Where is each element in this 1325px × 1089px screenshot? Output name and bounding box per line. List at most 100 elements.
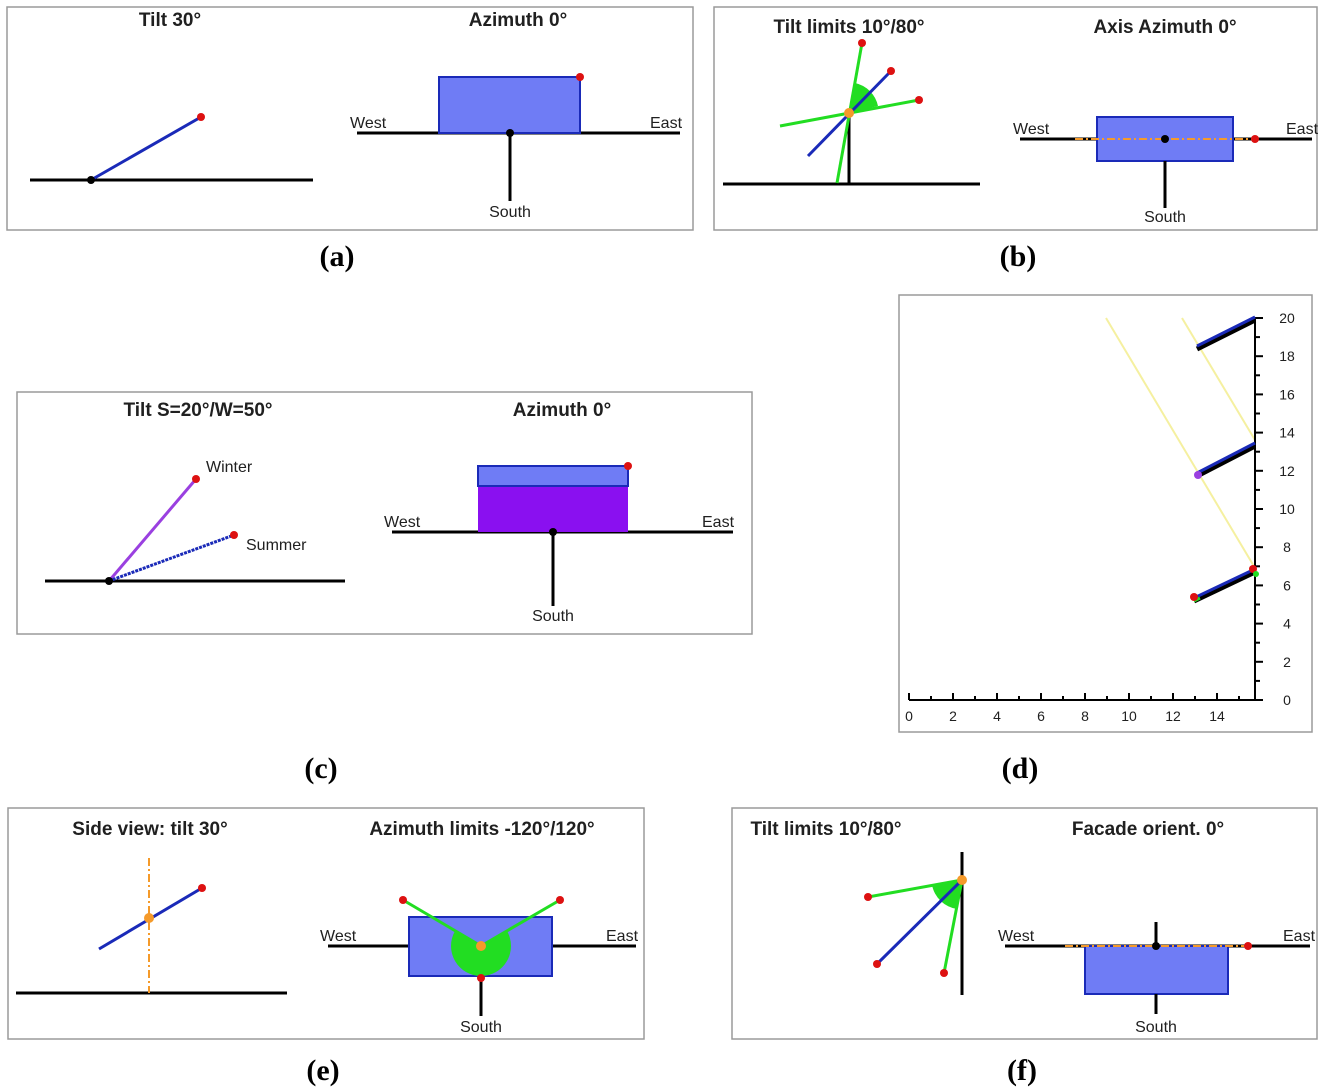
panel-d-collector-row-1 <box>1190 565 1259 604</box>
panel-b-caption: (b) <box>1000 240 1037 273</box>
panel-d-y-tick-label: 0 <box>1283 692 1291 708</box>
panel-d-y-tick-label: 4 <box>1283 616 1291 632</box>
panel-c-west-label: West <box>384 514 421 531</box>
panel-e-azimuth-range-wedge <box>451 931 512 976</box>
panel-e-caption: (e) <box>306 1054 339 1087</box>
panel-d-frame <box>898 294 1313 733</box>
panel-c-corner-handle[interactable] <box>624 462 632 470</box>
panel-e-side-title: Side view: tilt 30° <box>72 819 227 840</box>
panel-a-south-label: South <box>489 204 531 221</box>
panel-b-axis-handle[interactable] <box>1251 135 1259 143</box>
panel-d-collector-1-right-handle[interactable] <box>1249 565 1257 573</box>
panel-d-y-tick-label: 2 <box>1283 654 1291 670</box>
panel-d-collector-3-back <box>1195 317 1257 352</box>
panel-b-center-point <box>1161 135 1169 143</box>
panel-b-west-label: West <box>1013 121 1050 138</box>
panel-f-module-rect <box>1084 945 1229 995</box>
panel-d-x-tick-label: 14 <box>1209 708 1225 724</box>
panel-c-summer-label: Summer <box>246 537 307 554</box>
panel-f-limit-handle-80[interactable] <box>940 969 948 977</box>
panel-d-x-tick-label: 6 <box>1037 708 1045 724</box>
panel-b: Tilt limits 10°/80° Axis Azimuth 0° West… <box>713 6 1319 231</box>
panel-c-caption: (c) <box>304 752 337 785</box>
panel-f-limit-line-80 <box>942 879 964 974</box>
panel-c-pivot-point <box>105 577 113 585</box>
panel-f-frame <box>731 807 1318 1040</box>
panel-d-collector-1-front <box>1193 567 1256 600</box>
panel-e-east-limit-handle[interactable] <box>556 896 564 904</box>
panel-e: Side view: tilt 30° Azimuth limits -120°… <box>7 807 645 1040</box>
panel-e-limit-line-west <box>402 898 482 948</box>
panel-f-center-point <box>1152 942 1160 950</box>
panel-a-handle-point[interactable] <box>197 113 205 121</box>
panel-d-y-tick-label: 8 <box>1283 539 1291 555</box>
panel-d-y-tick-label: 12 <box>1279 463 1295 479</box>
panel-e-center-point <box>476 941 486 951</box>
panel-d-y-tick-label: 20 <box>1279 310 1295 326</box>
panel-c: Tilt S=20°/W=50° Azimuth 0° Winter Summe… <box>16 391 753 635</box>
panel-c-frame <box>16 391 753 635</box>
panel-e-east-label: East <box>606 928 639 945</box>
panel-f-limit-handle-10[interactable] <box>864 893 872 901</box>
panel-f-top-title: Facade orient. 0° <box>1072 819 1224 840</box>
panel-c-summer-handle[interactable] <box>230 531 238 539</box>
panel-f-module-line <box>875 878 964 966</box>
panel-f-caption: (f) <box>1007 1054 1037 1087</box>
panel-c-center-point <box>549 528 557 536</box>
panel-d-y-ticks: 0 2 4 6 8 10 12 14 16 18 20 <box>1255 310 1295 708</box>
panel-f-module-handle[interactable] <box>873 960 881 968</box>
panel-b-limit-handle-10[interactable] <box>915 96 923 104</box>
panel-d-caption: (d) <box>1002 752 1039 785</box>
panel-b-pivot-point <box>844 108 854 118</box>
panel-d-y-tick-label: 10 <box>1279 501 1295 517</box>
panel-d-x-tick-label: 10 <box>1121 708 1137 724</box>
panel-e-south-label: South <box>460 1019 502 1036</box>
panel-d-collector-2-front <box>1196 441 1256 475</box>
panel-d-sun-ray-2 <box>1181 317 1256 441</box>
panel-a-corner-handle[interactable] <box>576 73 584 81</box>
panel-d-collector-row-3 <box>1195 315 1257 352</box>
panel-d-y-tick-label: 14 <box>1279 425 1295 441</box>
panel-c-side-title: Tilt S=20°/W=50° <box>124 400 273 421</box>
panel-b-limit-handle-80[interactable] <box>858 39 866 47</box>
panel-a-pivot-point <box>87 176 95 184</box>
panel-b-module-handle[interactable] <box>887 67 895 75</box>
panel-d-collector-3-front <box>1196 315 1256 348</box>
panel-d-collector-1-back <box>1192 569 1257 604</box>
panel-c-top-title: Azimuth 0° <box>513 400 611 421</box>
panel-a-center-point <box>506 129 514 137</box>
panel-a-caption: (a) <box>320 240 355 273</box>
panel-d: 0 2 4 6 8 10 12 14 0 2 4 6 8 10 12 14 16 18 20 <box>898 294 1313 733</box>
panel-e-west-label: West <box>320 928 357 945</box>
panel-d-x-tick-label: 4 <box>993 708 1001 724</box>
panel-c-winter-rect <box>478 486 628 532</box>
panel-e-top-title: Azimuth limits -120°/120° <box>369 819 594 840</box>
panel-c-south-label: South <box>532 608 574 625</box>
panel-f-pivot-point <box>957 875 967 885</box>
panel-c-east-label: East <box>702 514 735 531</box>
panel-d-collector-2-handle[interactable] <box>1194 471 1202 479</box>
panel-e-south-handle[interactable] <box>477 974 485 982</box>
panel-f-side-title: Tilt limits 10°/80° <box>750 819 901 840</box>
panel-d-sun-ray-1 <box>1105 317 1256 569</box>
panel-d-collector-1-green-point <box>1253 571 1259 577</box>
panel-f-axis-handle[interactable] <box>1244 942 1252 950</box>
panel-e-west-limit-handle[interactable] <box>399 896 407 904</box>
panel-a-module-rect <box>438 76 581 134</box>
panel-a: Tilt 30° Azimuth 0° West East South <box>6 6 694 231</box>
panel-f: Tilt limits 10°/80° Facade orient. 0° We… <box>731 807 1318 1040</box>
panel-e-module-handle[interactable] <box>198 884 206 892</box>
panel-d-collector-1-left-handle[interactable] <box>1190 593 1198 601</box>
panel-d-x-tick-label: 12 <box>1165 708 1181 724</box>
panel-d-x-tick-label: 8 <box>1081 708 1089 724</box>
panel-d-y-tick-label: 18 <box>1279 348 1295 364</box>
panel-e-limit-line-east <box>480 898 561 948</box>
panel-f-south-label: South <box>1135 1019 1177 1036</box>
panel-b-south-label: South <box>1144 209 1186 226</box>
panel-c-summer-line <box>108 533 235 583</box>
panel-f-west-label: West <box>998 928 1035 945</box>
panel-c-winter-handle[interactable] <box>192 475 200 483</box>
panel-c-winter-label: Winter <box>206 459 253 476</box>
panel-d-y-tick-label: 16 <box>1279 386 1295 402</box>
